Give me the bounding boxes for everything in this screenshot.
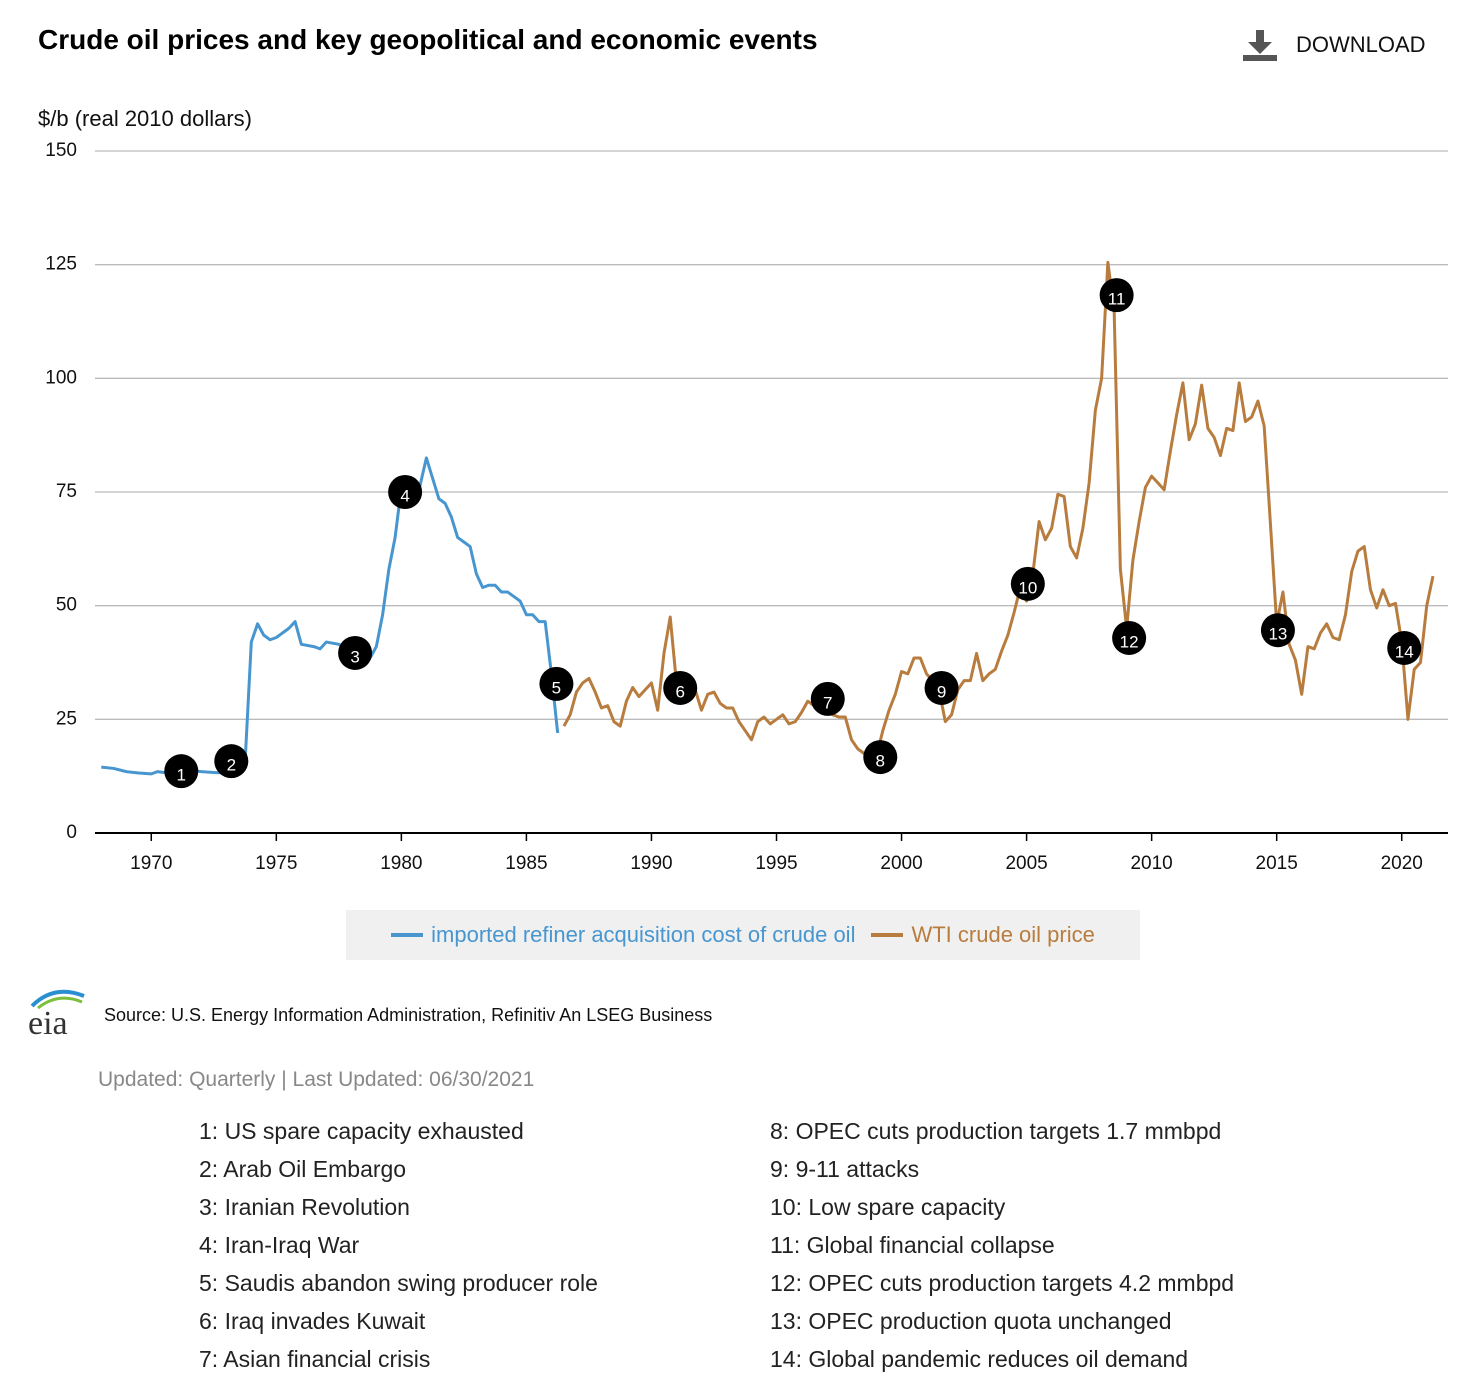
note: 6: Iraq invades Kuwait <box>199 1308 426 1334</box>
note: 4: Iran-Iraq War <box>199 1232 360 1258</box>
event-label: 8 <box>876 752 885 771</box>
note: 3: Iranian Revolution <box>199 1194 410 1220</box>
event-marker <box>863 740 898 775</box>
download-icon <box>1243 30 1277 61</box>
x-tick-label: 1970 <box>130 853 172 874</box>
eia-logo: eia <box>28 989 85 1042</box>
x-tick-label: 2020 <box>1381 853 1423 874</box>
series-line <box>101 456 560 776</box>
event-label: 9 <box>937 682 946 701</box>
notes-left: 1: US spare capacity exhausted 2: Arab Oi… <box>199 1112 598 1378</box>
note: 7: Asian financial crisis <box>199 1346 431 1372</box>
x-tick-label: 1995 <box>755 853 797 874</box>
x-tick-label: 2005 <box>1005 853 1047 874</box>
download-label: DOWNLOAD <box>1296 32 1426 57</box>
x-tick-label: 2015 <box>1256 853 1298 874</box>
note: 9: 9-11 attacks <box>770 1156 920 1182</box>
updated: Updated: Quarterly | Last Updated: 06/30… <box>98 1068 535 1091</box>
event-label: 6 <box>675 682 684 701</box>
note: 2: Arab Oil Embargo <box>199 1156 407 1182</box>
title: Crude oil prices and key geopolitical an… <box>38 24 818 55</box>
source: Source: U.S. Energy Information Administ… <box>104 1005 713 1025</box>
note: 5: Saudis abandon swing producer role <box>199 1270 598 1296</box>
x-tick-label: 1985 <box>505 853 547 874</box>
note: 14: Global pandemic reduces oil demand <box>770 1346 1189 1372</box>
event-label: 2 <box>227 756 236 775</box>
x-tick-label: 2010 <box>1130 853 1172 874</box>
event-marker <box>663 670 698 705</box>
event-marker <box>388 475 423 509</box>
logo-text: eia <box>28 1005 68 1042</box>
event-marker <box>1260 613 1295 648</box>
event-marker <box>1099 278 1134 313</box>
event-label: 5 <box>552 678 561 697</box>
event-marker <box>164 754 199 789</box>
event-label: 7 <box>823 693 832 712</box>
legend-item: WTI crude oil price <box>871 922 1095 948</box>
legend: imported refiner acquisition cost of cru… <box>346 910 1140 960</box>
y-tick-label: 150 <box>45 140 77 161</box>
event-marker <box>1112 620 1147 655</box>
note: 11: Global financial collapse <box>770 1232 1055 1258</box>
note: 12: OPEC cuts production targets 4.2 mmb… <box>770 1270 1235 1296</box>
y-axis-label: $/b (real 2010 dollars) <box>38 106 252 131</box>
chart: $/b (real 2010 dollars) 0255075100125150… <box>38 106 1448 874</box>
download-button[interactable]: DOWNLOAD <box>1242 28 1426 62</box>
event-label: 11 <box>1108 290 1126 309</box>
notes-right: 8: OPEC cuts production targets 1.7 mmbp… <box>770 1112 1234 1378</box>
y-tick-label: 25 <box>56 708 77 729</box>
event-marker <box>810 681 845 716</box>
legend-swatch <box>391 933 424 937</box>
event-marker <box>1387 630 1422 665</box>
event-label: 12 <box>1120 632 1139 651</box>
event-marker <box>539 666 574 701</box>
event-label: 3 <box>350 647 359 666</box>
note: 10: Low spare capacity <box>770 1194 1006 1220</box>
event-label: 14 <box>1395 642 1414 661</box>
legend-label: WTI crude oil price <box>911 922 1095 947</box>
x-tick-label: 1990 <box>630 853 672 874</box>
x-tick-label: 1980 <box>380 853 422 874</box>
legend-swatch <box>871 933 904 937</box>
note: 13: OPEC production quota unchanged <box>770 1308 1172 1334</box>
y-tick-label: 125 <box>45 254 77 275</box>
event-label: 13 <box>1268 625 1287 644</box>
event-label: 4 <box>400 486 409 505</box>
event-marker <box>1010 566 1045 601</box>
event-marker <box>338 635 373 670</box>
y-tick-label: 100 <box>45 367 77 388</box>
y-tick-label: 0 <box>66 822 77 843</box>
note: 1: US spare capacity exhausted <box>199 1118 524 1144</box>
event-marker <box>924 670 959 705</box>
event-marker <box>214 744 249 779</box>
y-tick-label: 50 <box>56 595 77 616</box>
y-tick-label: 75 <box>56 481 77 502</box>
x-tick-label: 2000 <box>880 853 922 874</box>
legend-item: imported refiner acquisition cost of cru… <box>391 922 855 948</box>
note: 8: OPEC cuts production targets 1.7 mmbp… <box>770 1118 1222 1144</box>
event-label: 10 <box>1018 578 1037 597</box>
legend-label: imported refiner acquisition cost of cru… <box>431 922 856 947</box>
event-label: 1 <box>177 766 186 785</box>
x-tick-label: 1975 <box>255 853 297 874</box>
